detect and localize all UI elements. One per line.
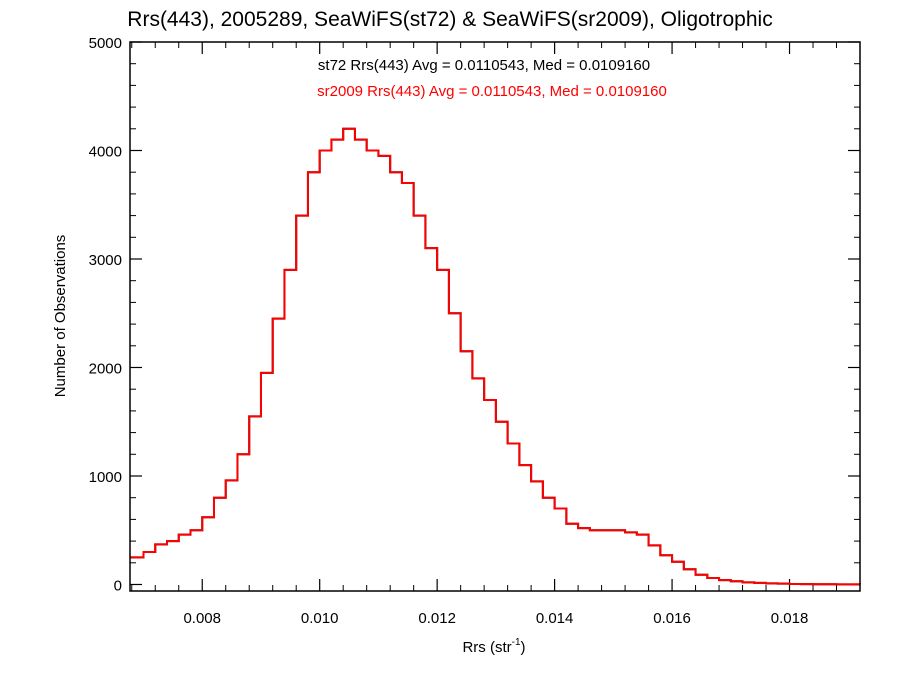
axis-ticks (130, 41, 861, 591)
plot-frame (129, 41, 861, 592)
x-tick-labels: 0.008 0.010 0.012 0.014 0.016 0.018 (183, 610, 808, 627)
x-tick-label: 0.016 (653, 610, 691, 627)
x-axis-label-superscript: -1 (512, 637, 521, 648)
x-tick-label: 0.010 (301, 610, 339, 627)
series-sr2009-line (130, 127, 861, 586)
y-tick-label: 0 (114, 577, 122, 594)
x-axis-label: Rrs (str-1) (462, 637, 525, 656)
x-tick-label: 0.014 (536, 610, 574, 627)
y-tick-labels: 0 1000 2000 3000 4000 5000 (89, 35, 122, 594)
y-tick-label: 2000 (89, 360, 122, 377)
annotation-st72: st72 Rrs(443) Avg = 0.0110543, Med = 0.0… (318, 57, 650, 74)
y-tick-label: 3000 (89, 252, 122, 269)
y-axis-label: Number of Observations (52, 235, 69, 398)
x-tick-label: 0.008 (183, 610, 221, 627)
series-layer (130, 127, 861, 586)
y-tick-label: 5000 (89, 35, 122, 52)
chart-title: Rrs(443), 2005289, SeaWiFS(st72) & SeaWi… (127, 8, 773, 31)
y-tick-label: 4000 (89, 143, 122, 160)
series-st72-line (130, 127, 861, 586)
x-axis-label-main: Rrs (str (462, 639, 511, 656)
x-axis-label-close: ) (521, 639, 526, 656)
x-tick-label: 0.018 (771, 610, 809, 627)
annotation-sr2009: sr2009 Rrs(443) Avg = 0.0110543, Med = 0… (317, 83, 667, 100)
x-tick-label: 0.012 (418, 610, 456, 627)
y-tick-label: 1000 (89, 469, 122, 486)
